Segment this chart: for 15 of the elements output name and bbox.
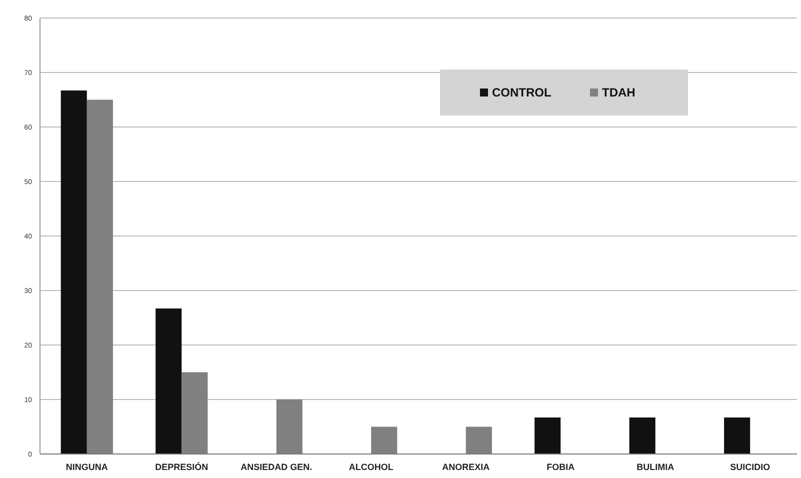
bar xyxy=(156,308,182,454)
bar xyxy=(724,417,750,454)
x-tick-label: NINGUNA xyxy=(66,462,108,472)
bar xyxy=(629,417,656,454)
bar xyxy=(534,417,561,454)
legend-label: TDAH xyxy=(602,86,636,100)
x-tick-label: FOBIA xyxy=(546,462,576,472)
x-tick-label: ANSIEDAD GEN. xyxy=(240,462,312,472)
x-tick-label: DEPRESIÓN xyxy=(155,462,208,472)
bar xyxy=(60,90,87,454)
x-tick-label: ANOREXIA xyxy=(442,462,490,472)
x-tick-label: BULIMIA xyxy=(636,462,675,472)
x-tick-label: ALCOHOL xyxy=(348,462,394,472)
x-tick-label: SUICIDIO xyxy=(730,462,770,472)
legend-label: CONTROL xyxy=(492,86,552,100)
